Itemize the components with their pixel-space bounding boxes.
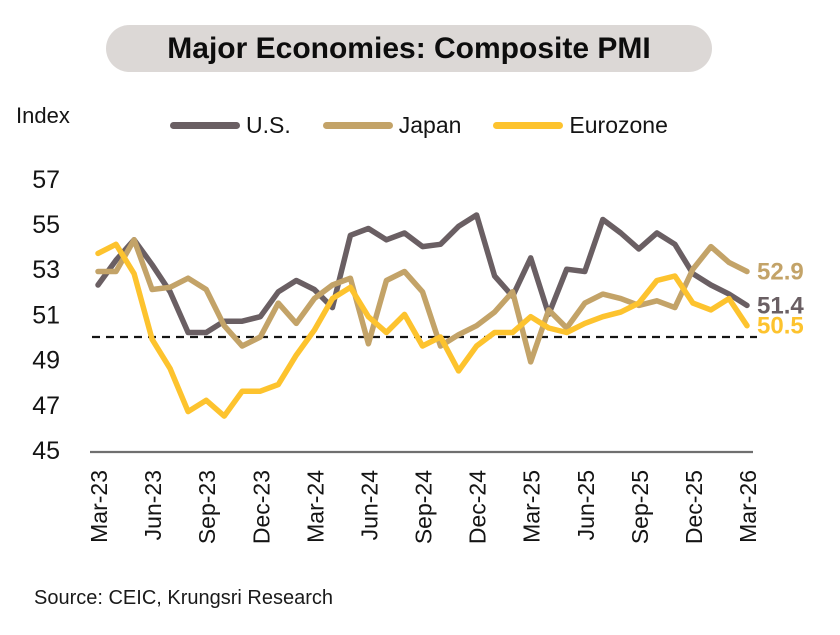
- source-note: Source: CEIC, Krungsri Research: [34, 587, 334, 609]
- end-label-japan: 52.9: [757, 258, 804, 285]
- y-tick-label: 45: [32, 437, 60, 465]
- x-tick-label: Mar-24: [302, 470, 328, 543]
- eurozone-line-swatch-icon: [493, 121, 564, 129]
- end-label-us: 51.4: [757, 292, 804, 319]
- us-line-swatch-icon: [170, 121, 240, 129]
- x-tick-label: Dec-25: [681, 470, 707, 544]
- chart-title: Major Economies: Composite PMI: [167, 31, 651, 65]
- x-tick-label: Jun-24: [356, 470, 382, 541]
- legend: U.S. Japan Eurozone: [170, 112, 668, 138]
- x-tick-label: Dec-24: [465, 470, 491, 544]
- y-tick-label: 57: [32, 166, 60, 194]
- us-line: [95, 212, 750, 336]
- legend-item-us: U.S.: [170, 112, 291, 139]
- legend-label-us: U.S.: [246, 111, 291, 138]
- x-tick-label: Sep-25: [627, 470, 653, 544]
- x-tick-label: Sep-23: [194, 470, 220, 544]
- legend-item-eurozone: Eurozone: [493, 111, 668, 139]
- y-tick-label: 55: [32, 211, 60, 239]
- x-tick-label: Mar-25: [519, 470, 545, 543]
- x-tick-label: Jun-25: [573, 470, 599, 540]
- legend-item-japan: Japan: [322, 111, 462, 139]
- x-tick-label: Dec-23: [248, 470, 274, 544]
- chart-title-pill: Major Economies: Composite PMI: [106, 25, 712, 72]
- y-axis-title: Index: [16, 103, 70, 128]
- y-tick-label: 51: [32, 301, 60, 329]
- y-tick-label: 53: [32, 256, 60, 284]
- eurozone-line: [95, 241, 750, 419]
- y-tick-label: 47: [32, 392, 60, 420]
- x-tick-label: Mar-26: [735, 470, 761, 543]
- y-tick-label: 49: [32, 347, 60, 375]
- x-tick-label: Mar-23: [86, 470, 112, 543]
- x-tick-label: Sep-24: [411, 470, 437, 544]
- legend-label-eurozone: Eurozone: [569, 111, 668, 138]
- x-tick-label: Jun-23: [140, 470, 166, 540]
- end-label-eurozone: 50.5: [757, 313, 804, 340]
- legend-label-japan: Japan: [398, 111, 462, 138]
- japan-line-swatch-icon: [322, 121, 393, 129]
